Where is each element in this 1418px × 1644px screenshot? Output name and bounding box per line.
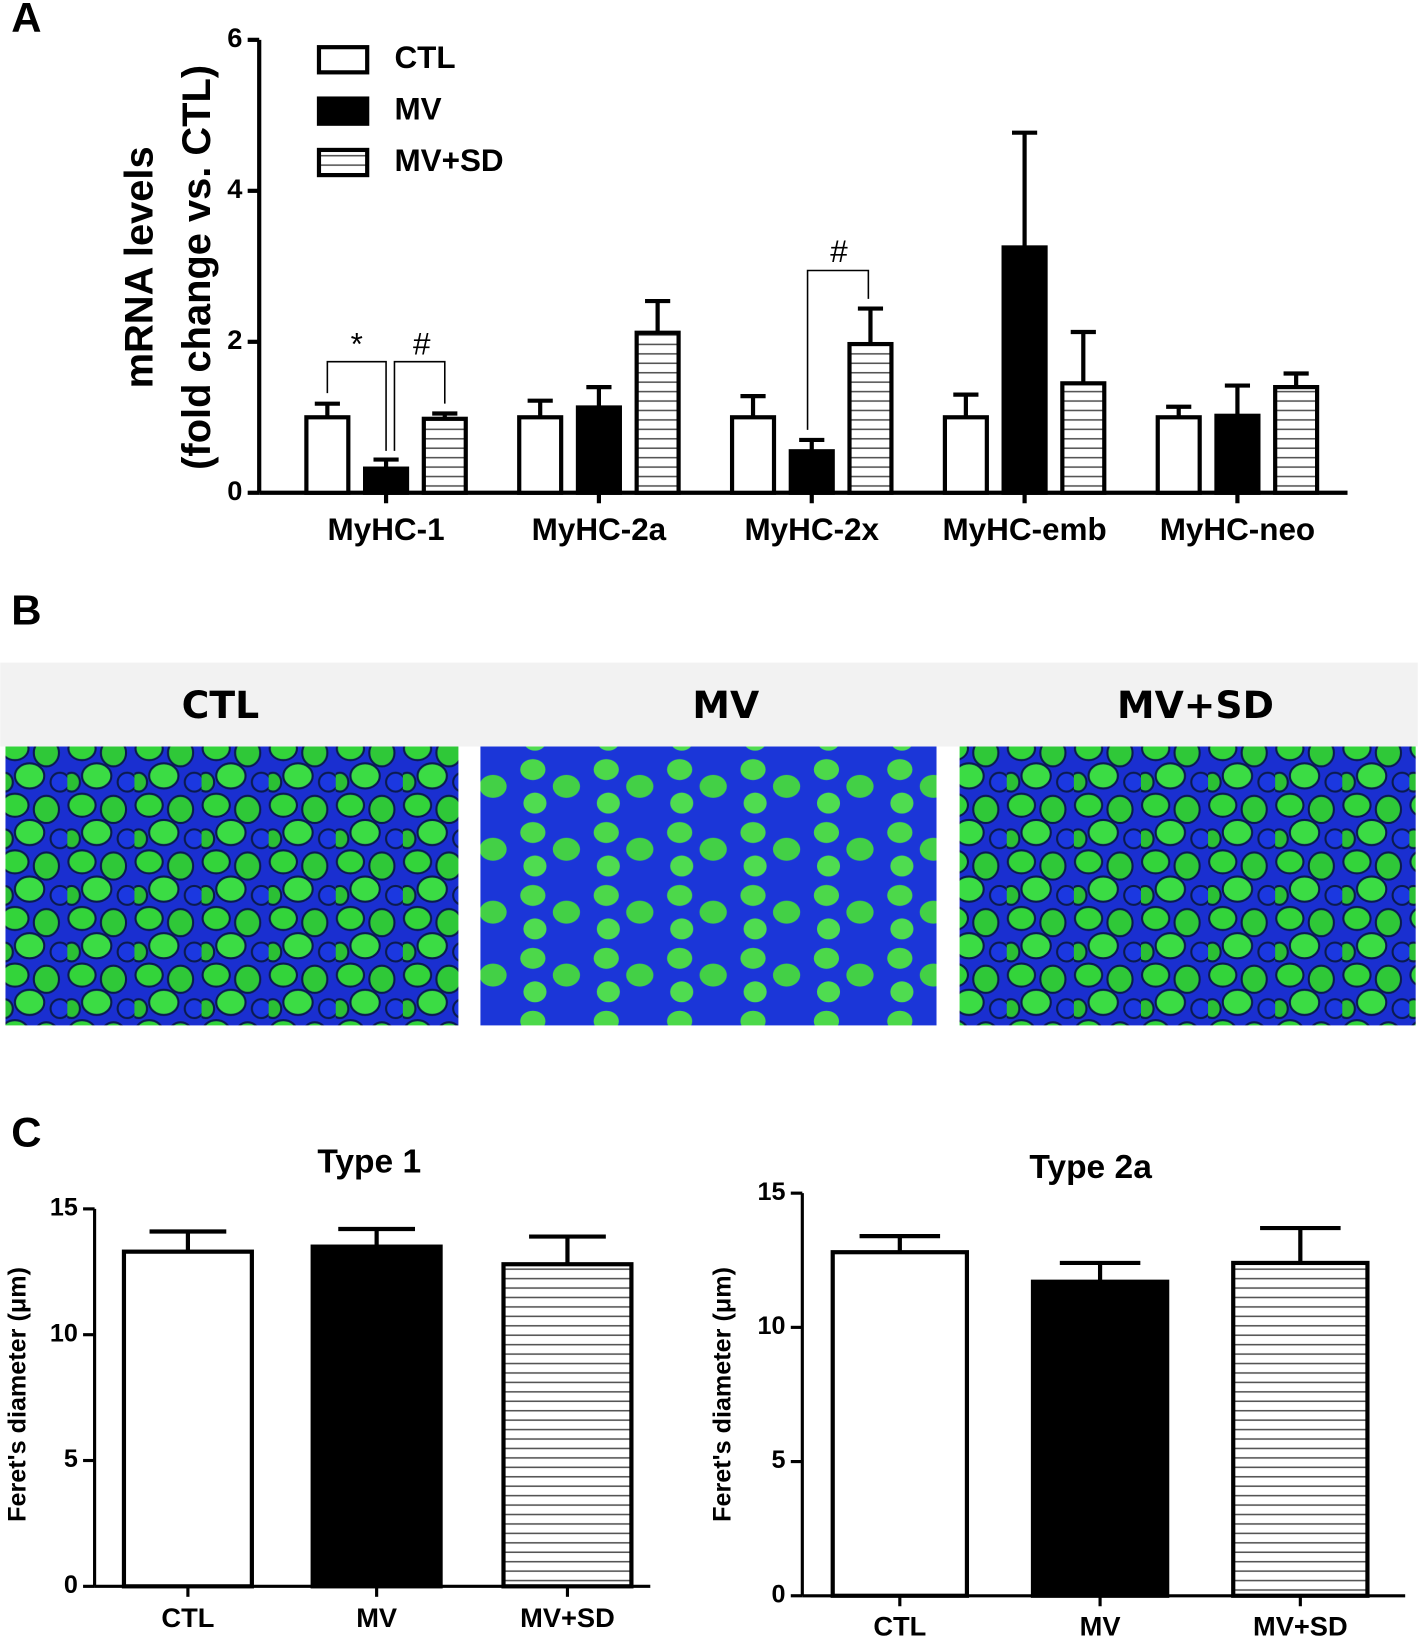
bar [1214,413,1261,495]
significance-mark: # [413,326,431,361]
bar [304,415,351,495]
panel-label: C [11,1109,41,1156]
legend-swatch [316,147,370,178]
y-tick-label: 0 [772,1580,786,1608]
bar [847,341,894,495]
y-tick-label: 15 [758,1178,786,1206]
bar [729,415,777,495]
bar [1030,1279,1170,1598]
x-tick-label: CTL [161,1602,214,1633]
bar [121,1249,254,1589]
bar [501,1262,634,1589]
significance-bracket [326,360,387,451]
y-axis-label: mRNA levels [117,146,161,388]
panel-label: B [11,586,41,633]
bar [363,466,410,495]
y-tick-label: 4 [227,173,243,204]
error-bar [1224,383,1251,416]
error-bar [1260,1225,1341,1263]
bar [310,1244,443,1589]
y-tick-label: 5 [64,1445,78,1473]
x-tick-label: MyHC-emb [942,512,1106,547]
y-axis-label: Feret's diameter (μm) [708,1267,736,1522]
significance-bracket [393,360,446,451]
x-tick-label: MV [356,1602,397,1633]
bar [830,1250,970,1598]
error-bar [586,384,612,408]
y-tick-label: 10 [50,1319,78,1347]
error-bar [857,306,884,345]
legend-label: MV+SD [394,143,503,178]
micrograph-title: MV [692,683,760,727]
chart-title: Type 2a [1029,1149,1152,1186]
y-tick-label: 0 [64,1571,78,1599]
error-bar [859,1234,941,1253]
y-axis-label: (fold change vs. CTL) [175,65,219,470]
legend-label: MV [394,91,441,126]
y-tick-label: 10 [758,1312,786,1340]
significance-mark: * [351,326,363,361]
significance-mark: # [830,234,848,269]
x-tick-label: CTL [873,1610,926,1641]
x-tick-label: MyHC-1 [328,512,445,547]
significance-bracket [806,269,870,430]
micrograph-title: CTL [182,683,259,727]
error-bar [1059,1260,1141,1282]
error-bar [953,392,979,418]
error-bar [314,401,340,418]
x-tick-label: MV+SD [520,1602,615,1633]
bar [1155,415,1202,495]
error-bar [645,298,671,333]
x-tick-label: MyHC-2x [744,512,879,547]
bar [1231,1260,1370,1598]
y-axis-label: Feret's diameter (μm) [4,1267,32,1522]
bar [421,416,468,495]
title-strip [0,662,1418,747]
bar [517,415,564,495]
error-bar [740,394,766,418]
y-tick-label: 15 [50,1194,78,1222]
error-bar [1283,371,1309,388]
bar [575,405,622,495]
micrograph [959,746,1416,1026]
y-tick-label: 6 [227,22,242,53]
legend-label: CTL [394,40,455,75]
error-bar [149,1229,227,1252]
x-tick-label: MV+SD [1253,1610,1348,1641]
legend-swatch [316,45,370,75]
error-bar [1012,130,1038,248]
legend-swatch [316,96,370,126]
x-tick-label: MyHC-neo [1160,512,1315,547]
bar [942,415,989,495]
x-tick-label: MyHC-2a [532,512,667,547]
bar [788,449,835,495]
micrograph-title: MV+SD [1117,683,1274,727]
panel-label: A [11,0,41,41]
bar [1060,381,1107,495]
micrograph [5,746,459,1026]
y-tick-label: 0 [227,475,242,506]
micrograph [480,746,937,1026]
bar [634,330,681,495]
bar [1273,384,1320,495]
y-tick-label: 5 [772,1446,786,1474]
bar [1001,245,1048,495]
error-bar [527,398,553,418]
error-bar [529,1234,606,1265]
x-tick-label: MV [1080,1610,1121,1641]
error-bar [1070,329,1096,384]
error-bar [338,1226,416,1247]
chart-title: Type 1 [317,1144,421,1181]
y-tick-label: 2 [227,324,242,355]
